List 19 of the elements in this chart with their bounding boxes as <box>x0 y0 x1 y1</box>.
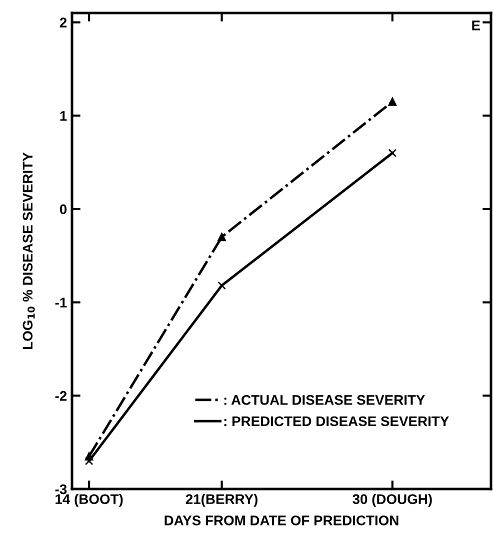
legend-label: : PREDICTED DISEASE SEVERITY <box>224 416 449 426</box>
y-axis-title: LOG$_{10}$ % DISEASE SEVERITY <box>22 152 35 349</box>
point <box>84 456 94 466</box>
point <box>218 232 226 242</box>
y-tick-label: -2 <box>55 391 67 401</box>
y-tick-label: -1 <box>55 298 67 308</box>
y-tick-label: 2 <box>60 18 67 28</box>
point <box>218 281 226 290</box>
y-tick-label: 0 <box>60 204 67 214</box>
legend-label: : ACTUAL DISEASE SEVERITY <box>224 395 426 405</box>
y-tick-label: -3 <box>55 484 67 494</box>
x-tick-label: 21(BERRY) <box>186 494 258 507</box>
x-tick-label: 14 (BOOT) <box>56 494 123 507</box>
x-tick-label: 30 (DOUGH) <box>352 494 432 507</box>
point <box>388 148 397 158</box>
x-axis-title: DAYS FROM DATE OF PREDICTION <box>164 516 398 526</box>
annotation: E <box>472 20 480 30</box>
point <box>388 98 397 106</box>
y-tick-label: 1 <box>60 111 67 121</box>
